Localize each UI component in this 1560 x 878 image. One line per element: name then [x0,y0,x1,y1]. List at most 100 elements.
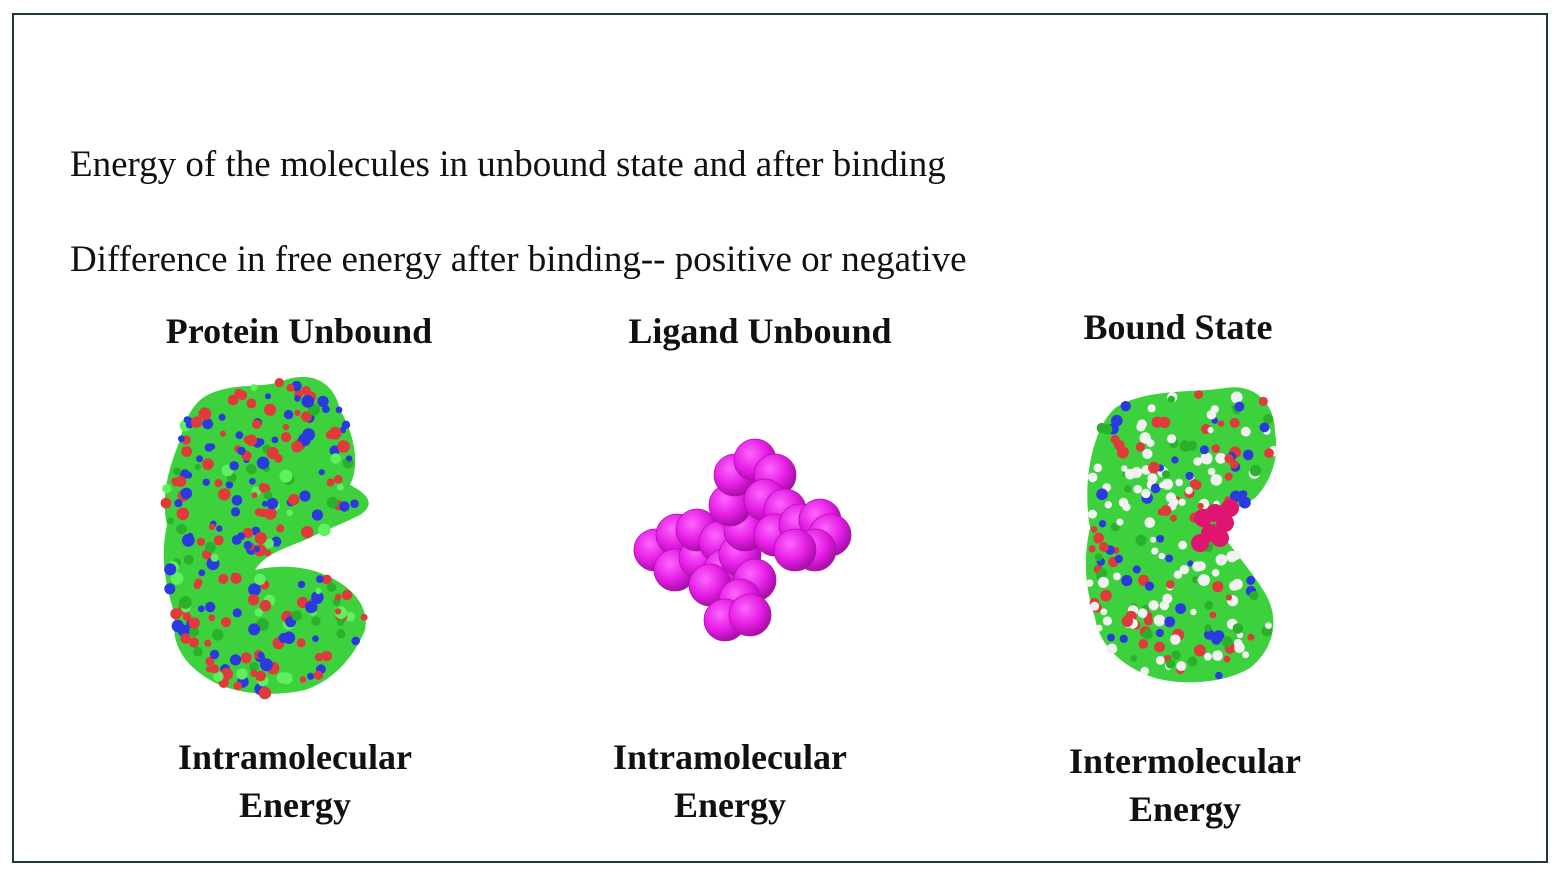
atom-spot [225,481,234,489]
atom-spot [1234,642,1245,654]
atom-spot [301,395,315,408]
atom-spot [1148,461,1160,474]
atom-spot [1140,666,1149,676]
atom-spot [204,443,214,452]
atom-spot [1204,624,1212,632]
atom-spot [351,636,360,646]
atom-spot [1166,580,1175,589]
atom-spot [258,508,268,517]
atom-spot [1217,420,1225,427]
atom-spot [1178,498,1186,506]
atom-spot [1160,505,1172,516]
atom-spot [1165,659,1176,669]
atom-spot [1207,427,1214,434]
atom-spot [322,574,332,585]
atom-spot [236,668,248,680]
atom-spot [314,652,324,662]
atom-spot [247,594,260,606]
atom-spot [235,431,244,440]
atom-spot [318,469,325,476]
statement-line-1: Energy of the molecules in unbound state… [70,144,946,185]
atom-spot [1158,416,1171,429]
atom-spot [1211,634,1222,645]
atom-spot [286,509,293,517]
atom-spot [194,578,203,587]
atom-spot [1167,395,1175,403]
atom-spot [1258,396,1268,406]
atom-spot [294,409,301,416]
atom-spot [1224,472,1233,481]
atom-spot [256,438,265,446]
atom-spot [1171,456,1179,464]
atom-spot [259,599,272,612]
atom-spot [1146,439,1155,448]
atom-spot [297,580,306,589]
atom-spot [210,664,220,674]
atom-spot [360,613,368,621]
atom-spot [232,608,242,618]
atom-spot [167,517,175,525]
atom-spot [1242,651,1250,659]
atom-spot [1230,490,1242,503]
atom-spot [1192,576,1200,584]
atom-spot [1097,576,1109,588]
atom-spot [1116,446,1129,459]
atom-spot [254,608,263,617]
atom-spot [1095,624,1103,632]
atom-spot [1170,514,1177,522]
atom-spot [1102,616,1112,626]
atom-spot [1175,478,1183,487]
atom-spot [170,608,182,620]
atom-spot [1142,448,1153,459]
atom-spot [282,631,296,644]
atom-spot [1249,464,1262,477]
atom-spot [1175,603,1186,614]
atom-spot [329,445,340,456]
atom-spot [316,575,324,583]
ligand-unbound-title: Ligand Unbound [628,311,892,351]
atom-spot [178,596,192,609]
atom-spot [1173,570,1183,579]
atom-spot [341,589,353,601]
atom-spot [1212,650,1223,661]
atom-spot [196,537,206,546]
atom-spot [180,487,193,500]
atom-spot [266,446,279,460]
atom-spot [305,600,318,614]
atom-spot [214,479,223,488]
atom-spot [1147,404,1156,413]
atom-spot [1120,401,1131,412]
atom-spot [264,403,277,416]
atom-spot [171,477,179,485]
atom-spot [1122,503,1131,512]
atom-spot [1151,547,1159,555]
slide-frame [12,13,1548,863]
atom-spot [1238,496,1251,509]
atom-spot [1187,560,1194,567]
atom-spot [182,612,192,621]
atom-spot [1088,509,1097,519]
atom-spot [1167,434,1177,444]
atom-spot [1156,534,1165,543]
atom-spot [1223,655,1231,663]
atom-spot [212,629,224,641]
atom-spot [1093,463,1103,473]
atom-spot [205,601,216,613]
atom-spot [254,532,267,545]
atom-spot [198,569,206,577]
bound-complex-image [1085,387,1280,683]
atom-spot [1179,565,1189,575]
atom-spot [1133,484,1142,494]
atom-spot [1185,486,1193,495]
atom-spot [1264,448,1274,459]
atom-spot [234,388,244,398]
atom-spot [202,478,210,486]
atom-spot [1144,517,1156,528]
atom-spot [265,393,271,400]
atom-spot [318,523,331,537]
atom-spot [1265,622,1272,629]
atom-spot [1246,575,1256,585]
atom-spot [1178,540,1187,550]
bound-ligand-atom [1221,499,1239,517]
ligand-atoms [633,438,852,642]
